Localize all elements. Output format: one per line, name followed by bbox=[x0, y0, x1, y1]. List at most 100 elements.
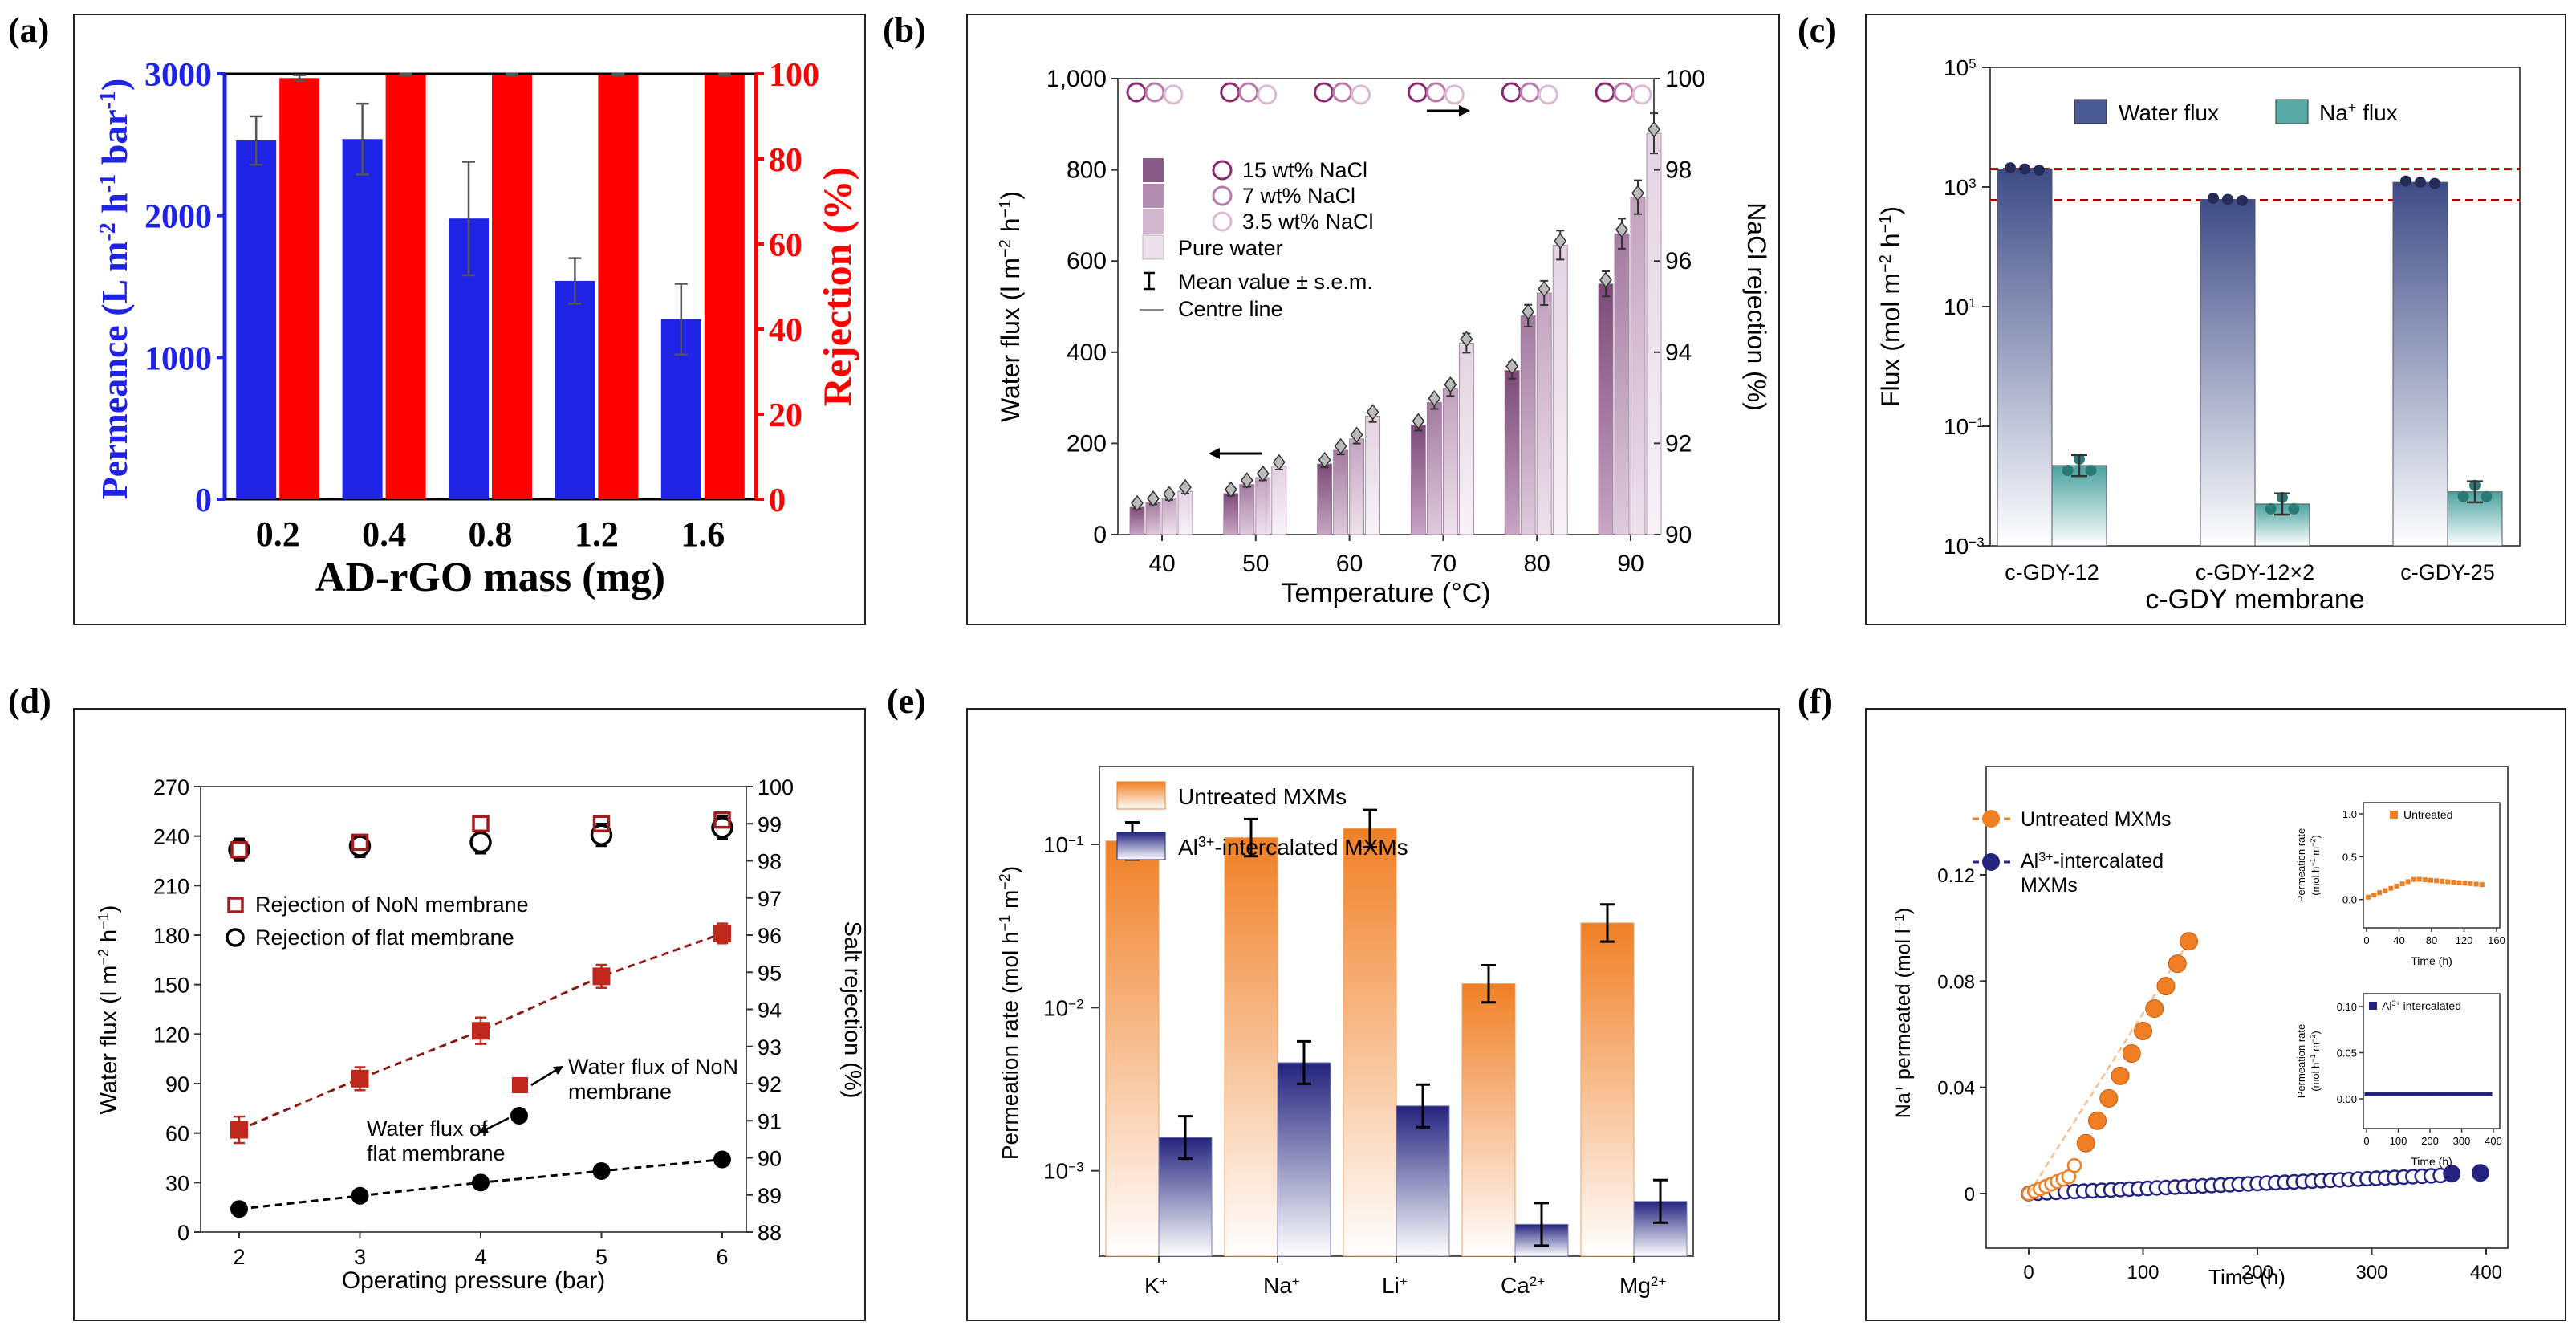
b-bar-3 bbox=[1552, 244, 1568, 535]
d-ytick-right-label: 91 bbox=[758, 1109, 782, 1133]
c-legend-na-tail: flux bbox=[2356, 100, 2397, 125]
a-bar-permeance bbox=[342, 139, 383, 499]
b-diamond bbox=[1428, 390, 1441, 407]
d-marker-flat-flux bbox=[351, 1186, 369, 1205]
b-ylabel-right: NaCl rejection (%) bbox=[1742, 202, 1771, 411]
d-ann1-line1: Water flux of NoN bbox=[568, 1055, 738, 1079]
c-dot-water bbox=[2429, 177, 2440, 189]
e-err-untreated bbox=[1363, 808, 1377, 848]
b-bar-2 bbox=[1349, 438, 1364, 535]
a-ylabel-right: Rejection (%) bbox=[815, 167, 859, 407]
d-marker-flat-rej bbox=[228, 838, 250, 861]
c-legend-swatch-na bbox=[2275, 99, 2309, 124]
e-legend-al-al: Al bbox=[1178, 835, 1198, 860]
e-err-untreated bbox=[1600, 903, 1615, 943]
f-inset2-ylabel2: (mol h−1 m−2) bbox=[2309, 1031, 2322, 1091]
c-dot-na bbox=[2288, 502, 2300, 515]
d-legend-non: Rejection of NoN membrane bbox=[255, 893, 529, 917]
d-ytick-right-label: 97 bbox=[758, 887, 782, 911]
d-ann2-arrow-head bbox=[478, 1125, 489, 1133]
panel-e: K+ Na+ Li+ Ca2+ Mg2+10−310−210−1 Untreated M… bbox=[997, 766, 1694, 1298]
f-inset1-frame bbox=[2363, 802, 2501, 929]
b-bar-2 bbox=[1255, 477, 1271, 535]
f-inset1-xtick-label: 160 bbox=[2488, 934, 2505, 946]
f-marker-untreated bbox=[2111, 1066, 2130, 1085]
f-marker-untreated bbox=[2076, 1133, 2095, 1153]
e-marks: K+ Na+ Li+ Ca2+ Mg2+10−310−210−1 bbox=[1043, 808, 1688, 1298]
c-xtick-label: c-GDY-12×2 bbox=[2196, 560, 2314, 584]
b-diamond bbox=[1163, 486, 1176, 502]
b-bar-0 bbox=[1223, 493, 1239, 535]
a-ytick-left-label: 1000 bbox=[144, 340, 212, 377]
f-inset1-title: Untreated bbox=[2403, 808, 2452, 821]
c-dot-water bbox=[2034, 165, 2045, 177]
b-diamond bbox=[1444, 376, 1457, 393]
a-ytick-right-label: 20 bbox=[769, 397, 802, 434]
e-bar-al bbox=[1396, 1105, 1450, 1257]
d-ytick-left-label: 180 bbox=[153, 924, 189, 948]
f-ytick-label: 0.04 bbox=[1937, 1078, 1975, 1100]
d-ann2-marker bbox=[510, 1107, 528, 1125]
b-ytick-left-label: 400 bbox=[1067, 340, 1107, 366]
d-marker-non-rej bbox=[592, 815, 611, 832]
c-ytick-label: 105 bbox=[1944, 55, 1977, 80]
a-ytick-right-label: 100 bbox=[769, 57, 819, 94]
b-bar-3 bbox=[1177, 490, 1193, 535]
d-xtick-label: 4 bbox=[474, 1245, 486, 1269]
a-bar-permeance bbox=[236, 140, 277, 500]
b-diamond bbox=[1554, 233, 1567, 250]
panel-label-a: (a) bbox=[8, 10, 49, 50]
a-xtick-label: 0.2 bbox=[256, 515, 300, 554]
f-ylabel-close: ) bbox=[1892, 908, 1915, 914]
d-marker-non-rej bbox=[472, 815, 490, 832]
f-ytick-label: 0.12 bbox=[1937, 865, 1975, 887]
panel-b: 40 50 60 70 80 90 0 200 400 600 800 1,000 90 92 94 96 98… bbox=[996, 66, 1771, 608]
e-legend-al-main: intercalated MXMs bbox=[1222, 835, 1408, 860]
a-err-permeance bbox=[462, 161, 475, 277]
b-rejection-circle bbox=[1257, 84, 1278, 105]
d-ytick-left-label: 90 bbox=[165, 1072, 189, 1096]
d-marker-non-flux bbox=[230, 1121, 248, 1139]
b-rejection-circle bbox=[1220, 82, 1241, 103]
e-xtick-label-sup: + bbox=[1292, 1274, 1300, 1289]
c-dot-na bbox=[2085, 464, 2097, 476]
f-inset1-ytick-label: 1.0 bbox=[2342, 808, 2357, 820]
d-legend: Rejection of NoN membrane Rejection of f… bbox=[226, 893, 529, 950]
a-xtick-label: 1.6 bbox=[681, 515, 725, 554]
panel-label-c: (c) bbox=[1798, 10, 1837, 50]
d-legend-swatch-flat bbox=[226, 928, 245, 947]
e-ytick-label: 10−3 bbox=[1043, 1159, 1084, 1184]
e-xtick-label-base: Mg bbox=[1619, 1273, 1651, 1298]
d-ylabel-sup2: −1 bbox=[95, 913, 112, 929]
e-ylabel-main: Permeation rate (mol h bbox=[997, 931, 1022, 1160]
c-bar-water bbox=[1997, 169, 2053, 547]
b-xlabel: Temperature (°C) bbox=[1281, 578, 1490, 608]
c-ytick-label-base: 10 bbox=[1944, 175, 1969, 200]
e-ytick-label-base: 10 bbox=[1043, 1159, 1068, 1184]
f-inset1-marker bbox=[2445, 879, 2451, 885]
e-xtick-label: Li+ bbox=[1382, 1273, 1408, 1298]
c-legend-na: Na+ flux bbox=[2319, 100, 2398, 125]
c-ytick-label: 101 bbox=[1944, 295, 1977, 319]
c-legend-swatch-water bbox=[2074, 99, 2107, 124]
e-ytick-label-sup: −3 bbox=[1068, 1159, 1083, 1174]
b-bar-0 bbox=[1504, 370, 1520, 535]
f-inset1-marker bbox=[2428, 877, 2433, 883]
f-inset1-ylabel: Permeation rate bbox=[2295, 828, 2307, 903]
panel-b-frame bbox=[966, 14, 1780, 625]
b-arrow-left-head bbox=[1209, 448, 1220, 459]
c-legend-na-sup: + bbox=[2348, 100, 2357, 116]
f-marker-untreated-small bbox=[2066, 1157, 2082, 1173]
d-ytick-right-label: 90 bbox=[758, 1147, 782, 1171]
b-diamond bbox=[1366, 404, 1379, 421]
f-marker-al-end bbox=[2471, 1164, 2489, 1182]
f-xtick-label: 200 bbox=[2241, 1262, 2273, 1283]
e-err-al bbox=[1178, 1115, 1193, 1161]
b-diamond bbox=[1599, 271, 1612, 288]
d-ytick-right-label: 94 bbox=[758, 999, 782, 1023]
f-inset2-title-main: intercalated bbox=[2403, 999, 2461, 1012]
f-ylabel: Na+ permeated (mol l−1) bbox=[1892, 908, 1915, 1118]
f-marker-untreated-small bbox=[2061, 1169, 2077, 1185]
